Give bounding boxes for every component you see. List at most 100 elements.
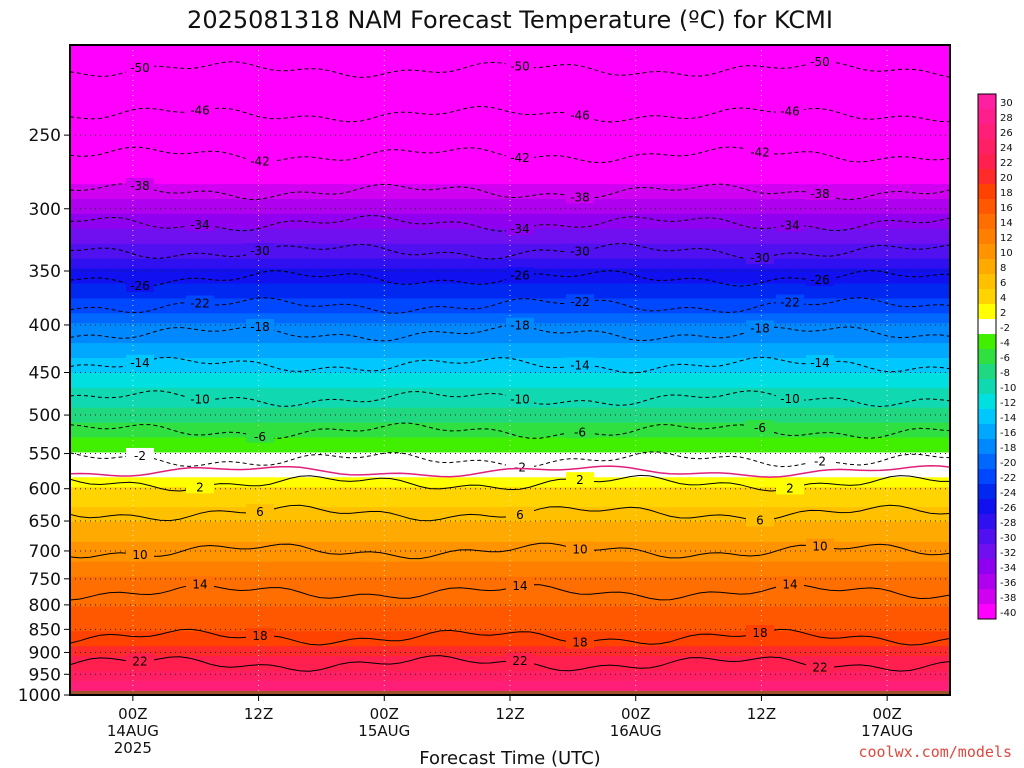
colorbar-swatch [978, 379, 996, 394]
colorbar-swatch [978, 454, 996, 469]
contour-label-bg [126, 178, 154, 193]
colorbar-label: 18 [1000, 188, 1013, 199]
x-tick-date-label: 15AUG [358, 722, 410, 740]
contour-label: -34 [510, 222, 530, 236]
contour-label-bg [806, 659, 834, 674]
temperature-band [70, 45, 950, 51]
contour-label: -18 [750, 321, 770, 335]
temperature-band [70, 204, 950, 210]
colorbar: 30 28 26 24 22 20 18 16 14 12 10 8 6 4 2 -2 -4 -6 -8 -10 -12… [977, 93, 1016, 620]
temperature-band [70, 571, 950, 578]
contour-label-bg [186, 391, 214, 406]
contour-label-bg [776, 103, 804, 118]
temperature-band [70, 94, 950, 101]
temperature-band [70, 134, 950, 141]
x-tick-date-label: 14AUG [107, 722, 159, 740]
contour-label-bg [506, 653, 534, 668]
contour-label-bg [246, 242, 274, 257]
contour-label: -30 [570, 245, 590, 259]
temperature-band [70, 293, 950, 300]
temperature-band [70, 258, 950, 265]
contour-label-bg [746, 249, 774, 264]
contour-label: -14 [570, 358, 590, 372]
y-tick-label: 1000 [18, 686, 61, 706]
colorbar-swatch [978, 469, 996, 484]
colorbar-swatch [978, 484, 996, 499]
temperature-band [70, 129, 950, 136]
contour-label: 22 [132, 655, 147, 669]
colorbar-label: -8 [1000, 368, 1010, 379]
contour-label-bg [506, 220, 534, 235]
contour-label: -38 [810, 187, 830, 201]
contour-label: 18 [752, 626, 767, 640]
x-tick-year-label: 2025 [114, 739, 152, 757]
y-tick-label: 400 [29, 316, 61, 336]
colorbar-swatch [978, 289, 996, 304]
x-tick-label: 12Z [244, 705, 273, 723]
temperature-band [70, 144, 950, 150]
temperature-band [70, 119, 950, 126]
contour-label: -34 [780, 218, 800, 232]
colorbar-label: -36 [1000, 578, 1016, 589]
contour-label: -42 [250, 154, 270, 168]
contour-label: -6 [254, 430, 266, 444]
contour-label: 6 [256, 505, 264, 519]
temperature-band [70, 253, 950, 260]
colorbar-swatch [978, 139, 996, 154]
temperature-band [70, 601, 950, 608]
temperature-band [70, 531, 950, 538]
y-tick-label: 450 [29, 364, 61, 384]
contour-label: -26 [810, 273, 830, 287]
contour-label: 2 [196, 480, 204, 494]
temperature-band [70, 646, 950, 652]
colorbar-label: 30 [1000, 98, 1013, 109]
contour-label: -26 [510, 268, 530, 282]
colorbar-label: 16 [1000, 203, 1013, 214]
y-tick-label: 550 [29, 445, 61, 465]
colorbar-swatch [978, 394, 996, 409]
temperature-band [70, 99, 950, 106]
contour-label: 2 [786, 481, 794, 495]
contour-label-bg [246, 153, 274, 168]
contour-line [70, 61, 950, 78]
colorbar-label: -26 [1000, 503, 1016, 514]
contour-label-bg [186, 479, 214, 494]
temperature-band [70, 681, 950, 687]
temperature-band [70, 556, 950, 563]
temperature-band [70, 631, 950, 637]
temperature-band [70, 208, 950, 215]
contour-label: 18 [572, 635, 587, 649]
temperature-band [70, 243, 950, 250]
colorbar-label: -40 [1000, 608, 1016, 619]
contour-label-bg [776, 294, 804, 309]
credit-text: coolwx.com/models [858, 743, 1012, 761]
colorbar-swatch [978, 514, 996, 529]
temperature-band [70, 89, 950, 96]
temperature-band [70, 536, 950, 543]
contour-label: -22 [780, 296, 800, 310]
contour-label: -38 [570, 190, 590, 204]
temperature-band [70, 303, 950, 309]
contour-label-bg [806, 272, 834, 287]
colorbar-swatch [978, 589, 996, 604]
temperature-band [70, 596, 950, 603]
contour-label-bg [566, 424, 594, 439]
contour-label: -50 [130, 61, 150, 75]
contour-label-bg [806, 186, 834, 201]
contour-label: 22 [512, 654, 527, 668]
colorbar-swatch [978, 94, 996, 109]
contour-label-bg [776, 480, 804, 495]
contour-label-bg [806, 354, 834, 369]
colorbar-label: -6 [1000, 353, 1010, 364]
temperature-band [70, 194, 950, 200]
contour-label: 14 [512, 579, 527, 593]
y-tick-label: 900 [29, 643, 61, 663]
contour-label-bg [806, 453, 834, 468]
colorbar-label: -32 [1000, 548, 1016, 559]
temperature-band [70, 79, 950, 86]
colorbar-label: 10 [1000, 248, 1013, 259]
contour-label: -50 [810, 55, 830, 69]
contour-label: -10 [780, 392, 800, 406]
contour-label-bg [126, 354, 154, 369]
colorbar-swatch [978, 559, 996, 574]
